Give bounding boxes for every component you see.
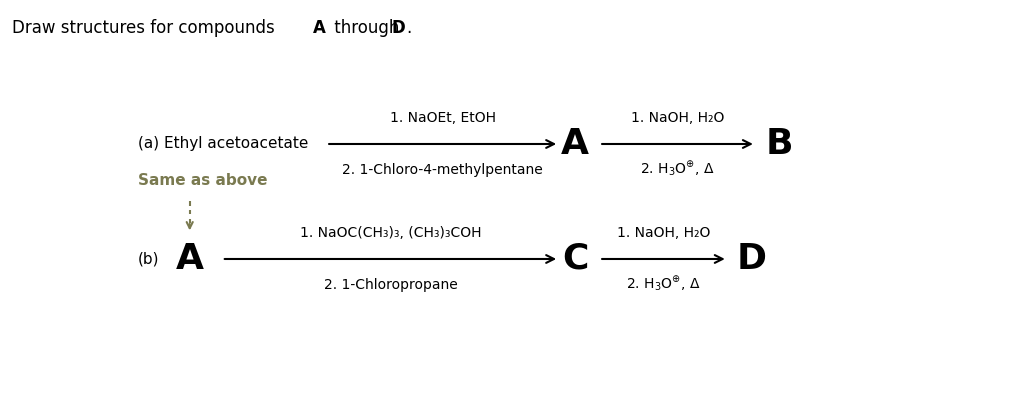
Text: 2. 1-Chloropropane: 2. 1-Chloropropane — [323, 278, 457, 292]
Text: Draw structures for compounds: Draw structures for compounds — [12, 18, 281, 37]
Text: 1. NaOC(CH₃)₃, (CH₃)₃COH: 1. NaOC(CH₃)₃, (CH₃)₃COH — [299, 226, 481, 240]
Text: 1. NaOH, H₂O: 1. NaOH, H₂O — [616, 226, 710, 240]
Text: A: A — [562, 127, 589, 161]
Text: 1. NaOEt, EtOH: 1. NaOEt, EtOH — [390, 111, 495, 125]
Text: through: through — [329, 18, 405, 37]
Text: 2. $\mathrm{H_3O}^{\oplus}$, $\Delta$: 2. $\mathrm{H_3O}^{\oplus}$, $\Delta$ — [640, 160, 715, 179]
Text: A: A — [176, 242, 204, 276]
Text: (b): (b) — [138, 252, 160, 266]
Text: A: A — [313, 18, 325, 37]
Text: B: B — [766, 127, 794, 161]
Text: D: D — [737, 242, 767, 276]
Text: C: C — [562, 242, 588, 276]
Text: (a) Ethyl acetoacetate: (a) Ethyl acetoacetate — [138, 136, 308, 151]
Text: 2. 1-Chloro-4-methylpentane: 2. 1-Chloro-4-methylpentane — [342, 163, 543, 177]
Text: .: . — [406, 18, 411, 37]
Text: Same as above: Same as above — [138, 173, 267, 188]
Text: 1. NaOH, H₂O: 1. NaOH, H₂O — [631, 111, 724, 125]
Text: 2. $\mathrm{H_3O}^{\oplus}$, $\Delta$: 2. $\mathrm{H_3O}^{\oplus}$, $\Delta$ — [626, 275, 700, 294]
Text: D: D — [392, 18, 405, 37]
